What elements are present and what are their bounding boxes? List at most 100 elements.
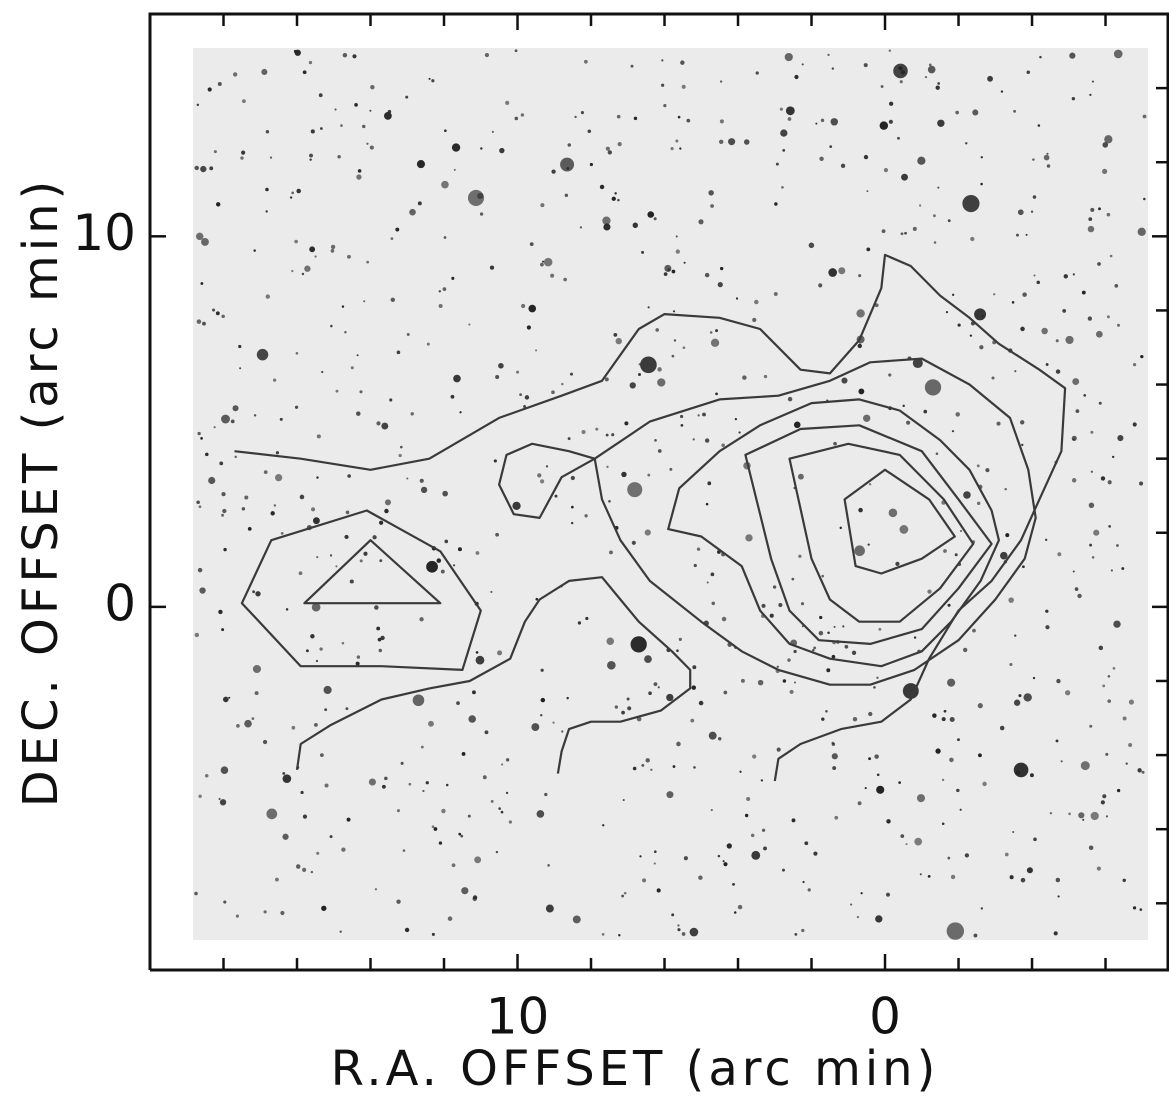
star <box>607 660 616 670</box>
star <box>484 730 489 735</box>
star <box>200 282 204 285</box>
star <box>406 477 409 480</box>
star <box>228 696 231 699</box>
star <box>1030 210 1034 213</box>
star <box>1022 565 1025 569</box>
star <box>947 856 951 860</box>
star <box>294 239 298 244</box>
star <box>1014 634 1017 637</box>
star <box>387 109 392 114</box>
star <box>654 850 657 854</box>
star <box>977 703 983 709</box>
star <box>450 394 455 399</box>
star <box>316 476 319 479</box>
star <box>345 707 349 711</box>
star <box>468 323 471 326</box>
star <box>194 632 200 638</box>
star <box>897 136 900 140</box>
star <box>722 860 725 863</box>
star <box>240 156 244 160</box>
star <box>1056 678 1061 684</box>
star <box>737 904 743 910</box>
star <box>580 111 585 115</box>
star <box>661 83 665 87</box>
star <box>641 250 645 254</box>
star <box>438 841 443 845</box>
star <box>536 810 545 818</box>
star <box>419 478 424 483</box>
star <box>1008 597 1014 603</box>
star <box>477 192 484 199</box>
star <box>833 441 837 446</box>
star <box>431 79 435 83</box>
star <box>1091 556 1095 559</box>
star <box>1137 227 1146 236</box>
star <box>426 560 438 573</box>
star <box>547 864 550 867</box>
star <box>955 110 959 115</box>
star <box>595 427 599 431</box>
star <box>218 797 221 801</box>
star <box>1113 620 1121 628</box>
star <box>451 143 461 152</box>
star <box>879 121 889 130</box>
star <box>678 637 682 641</box>
star <box>793 681 797 684</box>
star <box>927 65 936 74</box>
star <box>197 567 203 573</box>
star <box>230 419 235 424</box>
star <box>813 646 817 650</box>
star <box>320 753 324 758</box>
star <box>622 798 625 802</box>
star <box>218 609 223 615</box>
star <box>1088 845 1094 850</box>
star <box>420 745 424 749</box>
star <box>721 443 725 447</box>
star <box>205 452 209 457</box>
star <box>408 782 412 786</box>
star <box>528 304 537 313</box>
star <box>886 819 891 824</box>
contour-line <box>234 253 1067 782</box>
star <box>850 903 853 906</box>
star <box>232 405 239 412</box>
star <box>1088 502 1095 508</box>
star <box>282 771 286 775</box>
star <box>839 526 842 530</box>
star <box>291 269 294 273</box>
star <box>946 922 965 940</box>
star <box>289 196 293 199</box>
star <box>319 127 323 130</box>
star <box>482 775 487 780</box>
star <box>445 783 449 787</box>
star <box>677 928 681 932</box>
star <box>785 106 795 116</box>
star <box>309 158 312 161</box>
star <box>1132 906 1137 910</box>
star <box>906 420 911 425</box>
star <box>335 565 338 568</box>
star <box>941 822 945 825</box>
star <box>1046 152 1049 155</box>
star <box>914 837 923 846</box>
star <box>428 77 431 80</box>
star <box>852 716 858 722</box>
star <box>406 333 410 336</box>
star <box>1080 761 1090 771</box>
star <box>957 323 961 327</box>
star <box>384 112 392 120</box>
star <box>1017 209 1024 216</box>
star <box>1114 284 1119 288</box>
star <box>621 710 625 715</box>
star <box>746 796 751 802</box>
star <box>531 723 540 732</box>
star <box>782 679 787 683</box>
star <box>704 272 710 278</box>
star <box>567 143 572 147</box>
star <box>1009 663 1013 667</box>
star <box>1071 435 1077 441</box>
star <box>629 382 636 389</box>
star <box>356 655 361 659</box>
star <box>858 274 862 278</box>
star <box>710 572 715 577</box>
